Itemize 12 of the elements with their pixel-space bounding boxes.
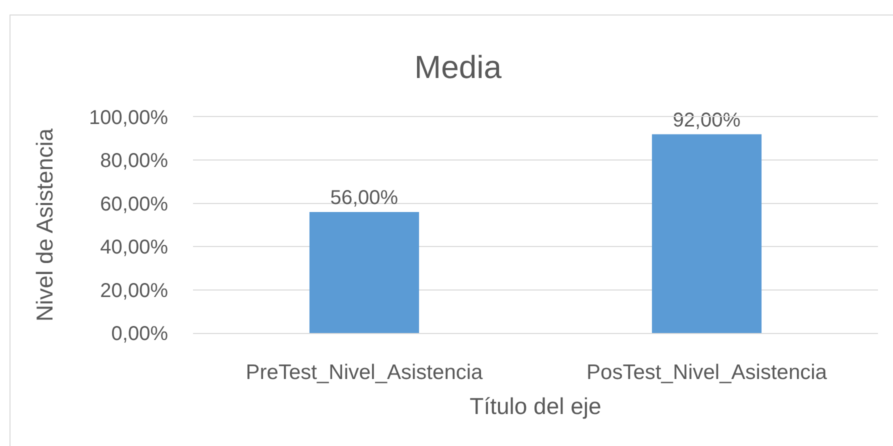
- chart-title: Media: [414, 49, 502, 86]
- y-tick-label: 40,00%: [100, 236, 168, 259]
- y-tick-label: 60,00%: [100, 193, 168, 216]
- y-tick-label: 20,00%: [100, 280, 168, 302]
- y-tick-label: 80,00%: [100, 150, 168, 172]
- data-label: 56,00%: [330, 187, 398, 210]
- x-tick-label: PosTest_Nivel_Asistencia: [586, 361, 828, 384]
- y-axis-title: Nivel de Asistencia: [31, 128, 58, 322]
- x-axis-title: Título del eje: [470, 392, 602, 419]
- x-tick-label: PreTest_Nivel_Asistencia: [246, 361, 484, 384]
- y-tick-label: 0,00%: [111, 323, 168, 345]
- y-tick-label: 100,00%: [89, 107, 168, 129]
